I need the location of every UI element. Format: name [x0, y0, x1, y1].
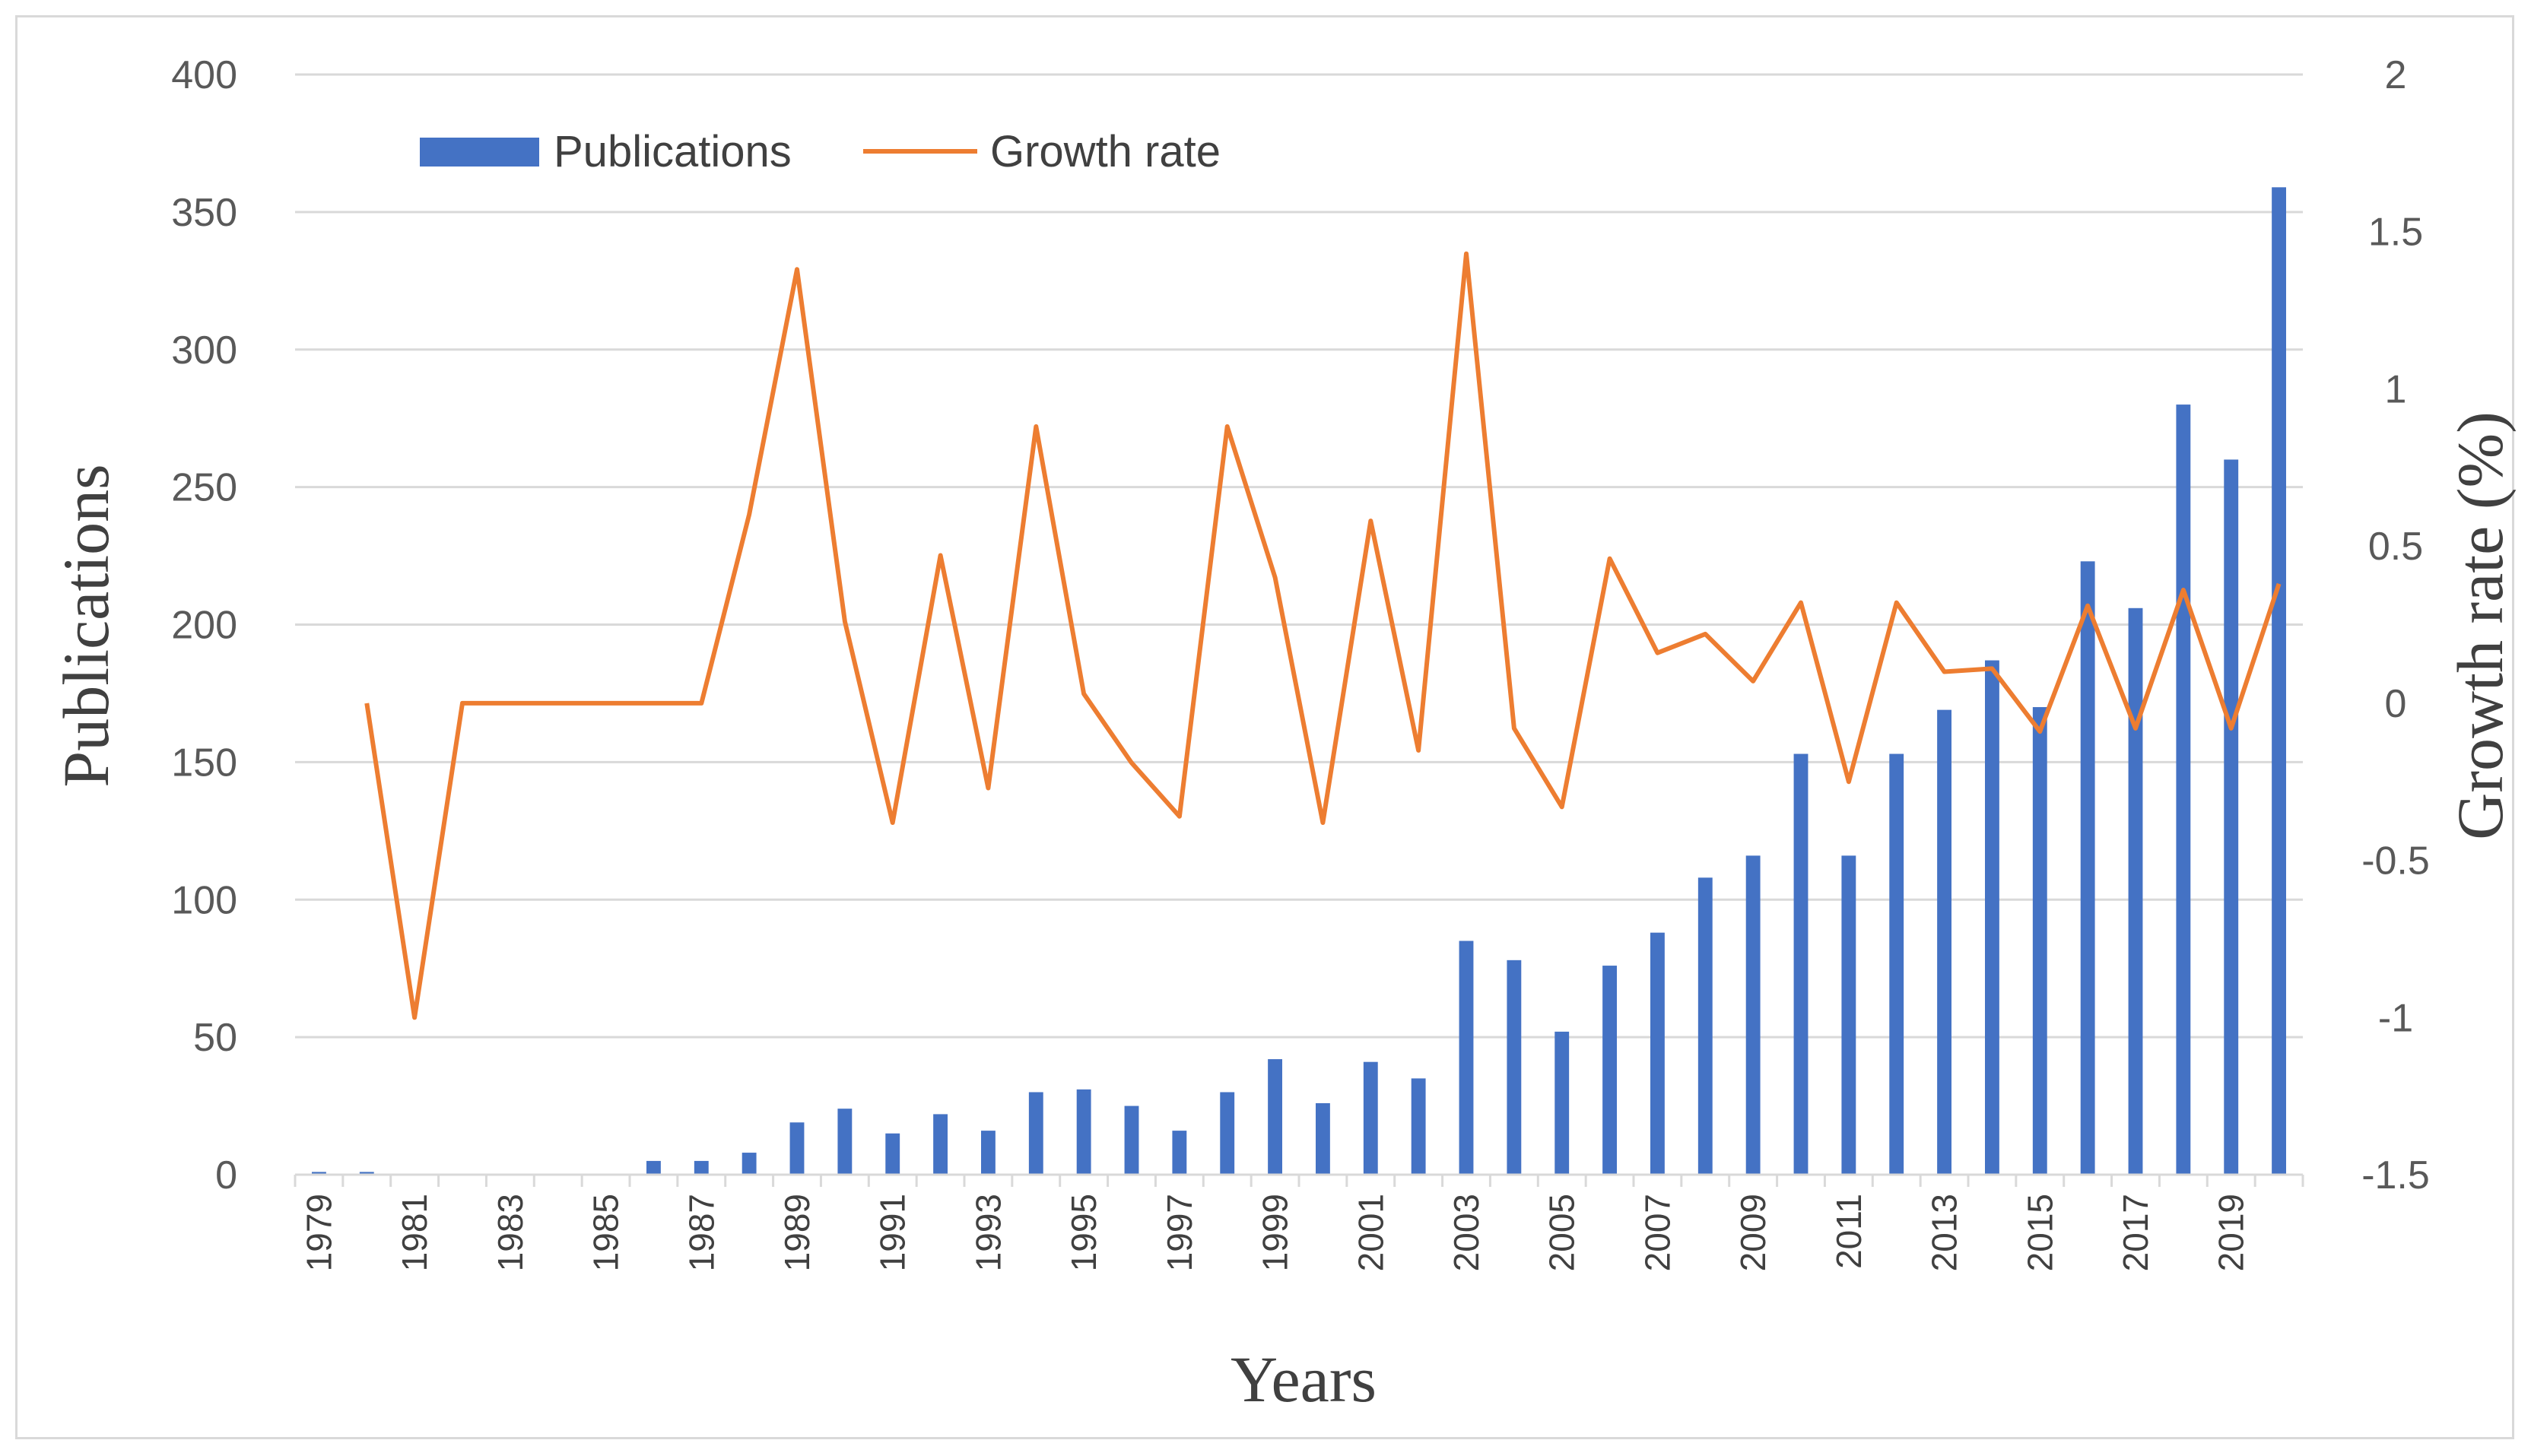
left-y-tick-labels: 0 50 100 150 200 250 300 350 400 [171, 53, 237, 1197]
x-tick-label: 1987 [681, 1194, 721, 1271]
bar-publications-1998 [1220, 1092, 1235, 1175]
x-tick-label: 2017 [2116, 1194, 2155, 1271]
bar-publications-2016 [2080, 561, 2095, 1175]
bar-publications-2002 [1411, 1078, 1426, 1175]
x-tick-label: 1983 [491, 1194, 530, 1271]
bar-publications-2018 [2176, 404, 2191, 1175]
bar-publications-2009 [1745, 855, 1761, 1175]
bar-publications-2005 [1554, 1031, 1570, 1175]
y2-tick-label: 1.5 [2368, 211, 2423, 255]
x-tick-label: 2015 [2020, 1194, 2059, 1271]
x-tick-label: 2001 [1351, 1194, 1390, 1271]
x-axis-title: Years [1231, 1343, 1377, 1416]
bar-publications-2012 [1889, 753, 1904, 1175]
bar-publications-2001 [1363, 1061, 1378, 1175]
bar-publications-1986 [646, 1160, 661, 1175]
bar-publications-1991 [885, 1133, 900, 1175]
x-tick-label: 1997 [1160, 1194, 1199, 1271]
bar-publications-2019 [2224, 459, 2239, 1175]
x-tick-label: 2009 [1733, 1194, 1773, 1271]
publications-bars [312, 187, 2286, 1175]
bar-publications-1994 [1028, 1092, 1043, 1175]
y2-tick-label: -0.5 [2361, 839, 2430, 883]
bar-publications-2015 [2032, 707, 2047, 1175]
bar-publications-1990 [837, 1109, 853, 1175]
x-tick-label: 1985 [586, 1194, 626, 1271]
chart-frame [15, 15, 2514, 1439]
bar-publications-2014 [1985, 660, 1999, 1175]
bar-publications-2004 [1507, 960, 1522, 1175]
x-tick-label: 1995 [1064, 1194, 1104, 1271]
y-tick-label: 100 [171, 878, 237, 922]
y-tick-label: 350 [171, 191, 237, 235]
x-tick-label: 2019 [2212, 1194, 2251, 1271]
bar-publications-2003 [1459, 941, 1474, 1175]
y-tick-label: 300 [171, 328, 237, 373]
legend-publications-label: Publications [554, 127, 792, 176]
bar-publications-1996 [1124, 1105, 1139, 1175]
bar-publications-2020 [2272, 187, 2286, 1175]
y2-tick-label: 0 [2385, 682, 2407, 726]
legend-publications-swatch [420, 138, 539, 167]
x-tick-label: 1993 [968, 1194, 1008, 1271]
y-tick-label: 200 [171, 604, 237, 648]
x-tick-label: 2013 [1925, 1194, 1964, 1271]
x-tick-label: 2007 [1637, 1194, 1677, 1271]
y-axis-title: Publications [49, 464, 122, 787]
gridlines [295, 73, 2303, 1039]
legend: Publications Growth rate [420, 127, 1221, 176]
x-tick-label: 2011 [1829, 1194, 1869, 1269]
y-tick-label: 150 [171, 741, 237, 785]
y2-tick-label: 1 [2385, 367, 2407, 411]
bar-publications-2017 [2128, 607, 2143, 1175]
bar-publications-2006 [1602, 966, 1617, 1175]
y2-axis-title: Growth rate (%) [2444, 411, 2517, 840]
bar-publications-1988 [742, 1153, 757, 1175]
bar-publications-1995 [1076, 1089, 1091, 1175]
legend-growth-rate-label: Growth rate [990, 127, 1221, 176]
y2-tick-label: -1 [2378, 996, 2413, 1040]
y-tick-label: 400 [171, 53, 237, 97]
y2-tick-label: 2 [2385, 53, 2407, 97]
right-y-tick-labels: -1.5 -1 -0.5 0 0.5 1 1.5 2 [2361, 53, 2430, 1197]
growth-rate-line-group [364, 251, 2282, 1020]
bar-publications-1980 [359, 1172, 374, 1175]
y-tick-label: 50 [193, 1016, 237, 1060]
bar-publications-1999 [1268, 1059, 1282, 1175]
bar-publications-1992 [933, 1114, 948, 1175]
x-tick-label: 2003 [1447, 1194, 1486, 1271]
axes [294, 1173, 2304, 1187]
x-tick-label: 1999 [1256, 1194, 1295, 1271]
bar-publications-2008 [1697, 877, 1713, 1175]
y2-tick-label: -1.5 [2361, 1153, 2430, 1197]
x-tick-label: 1981 [395, 1194, 434, 1271]
bar-publications-2011 [1841, 855, 1856, 1175]
bar-publications-1989 [789, 1122, 805, 1175]
bar-publications-1997 [1172, 1131, 1187, 1175]
bar-publications-1979 [312, 1172, 326, 1175]
bar-publications-1993 [981, 1131, 996, 1175]
x-tick-label: 1989 [777, 1194, 817, 1271]
bar-publications-2000 [1316, 1102, 1330, 1175]
x-tick-labels: 1979 1981 1983 1985 1987 1989 1991 1993 1995 1997… [299, 1194, 2250, 1271]
bar-publications-2010 [1793, 753, 1809, 1175]
x-tick-label: 1979 [299, 1194, 338, 1271]
x-tick-label: 1991 [873, 1194, 913, 1271]
x-tick-label: 2005 [1542, 1194, 1582, 1271]
bar-publications-1987 [694, 1160, 709, 1175]
bar-publications-2013 [1937, 709, 1951, 1175]
y-tick-label: 250 [171, 466, 237, 510]
bar-publications-2007 [1650, 932, 1665, 1175]
y-tick-label: 0 [215, 1153, 237, 1197]
y2-tick-label: 0.5 [2368, 525, 2423, 569]
